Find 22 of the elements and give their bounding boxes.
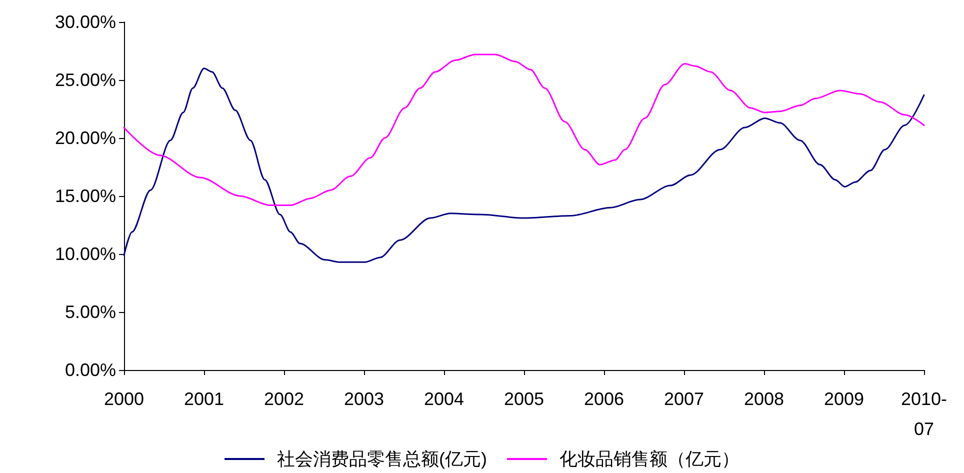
y-tick-label: 30.00% <box>54 12 116 32</box>
x-tick-label: 2005 <box>504 389 544 409</box>
x-tick-label: 2003 <box>344 389 384 409</box>
x-tick-label: 2008 <box>744 389 784 409</box>
legend-label: 化妆品销售额（亿元） <box>559 449 740 469</box>
x-tick-label: 2007 <box>664 389 704 409</box>
x-tick-label: 2000 <box>104 389 144 409</box>
x-tick-label: 2006 <box>584 389 624 409</box>
x-tick-label: 2001 <box>184 389 224 409</box>
legend-label: 社会消费品零售总额(亿元) <box>277 449 488 469</box>
y-tick-label: 15.00% <box>54 186 116 206</box>
y-tick-label: 5.00% <box>64 302 116 322</box>
y-tick-label: 20.00% <box>54 128 116 148</box>
x-tick-label: 2010- 07 <box>900 389 948 439</box>
y-tick-label: 25.00% <box>54 70 116 90</box>
x-tick-label: 2009 <box>824 389 864 409</box>
line-series <box>123 68 925 263</box>
x-tick-label: 2004 <box>424 389 464 409</box>
x-tick-label: 2002 <box>264 389 304 409</box>
y-tick-label: 10.00% <box>54 244 116 264</box>
line-series <box>123 54 925 206</box>
y-tick-label: 0.00% <box>64 360 116 380</box>
